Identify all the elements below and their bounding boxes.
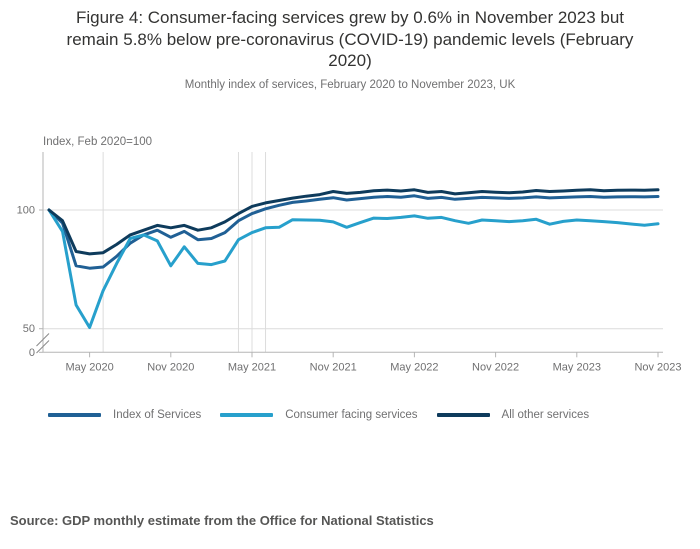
series-index-of-services	[47, 194, 660, 270]
legend-item-consumer-facing-services: Consumer facing services	[220, 409, 418, 421]
svg-text:50: 50	[23, 323, 35, 335]
figure-title-line-3: 2020)	[328, 51, 372, 70]
event-lines	[102, 152, 267, 353]
svg-text:May 2022: May 2022	[390, 361, 438, 373]
svg-text:Nov 2023: Nov 2023	[634, 361, 681, 373]
legend-label-consumer-facing-services: Consumer facing services	[285, 409, 418, 421]
legend-item-index-of-services: Index of Services	[48, 409, 201, 421]
svg-text:May 2023: May 2023	[553, 361, 601, 373]
chart-legend: Index of Services Consumer facing servic…	[48, 409, 589, 421]
figure-title: Figure 4: Consumer-facing services grew …	[20, 7, 680, 72]
svg-text:May 2020: May 2020	[65, 361, 113, 373]
series-consumer-facing-services	[47, 208, 660, 329]
svg-text:Nov 2021: Nov 2021	[310, 361, 357, 373]
legend-label-all-other-services: All other services	[501, 409, 590, 421]
svg-text:Nov 2022: Nov 2022	[472, 361, 519, 373]
y-axis-unit-label: Index, Feb 2020=100	[43, 136, 153, 148]
svg-text:Nov 2020: Nov 2020	[147, 361, 194, 373]
figure-title-line-2: remain 5.8% below pre-coronavirus (COVID…	[66, 29, 634, 49]
figure-title-line-1: Figure 4: Consumer-facing services grew …	[75, 8, 625, 27]
svg-text:100: 100	[17, 205, 35, 217]
legend-swatch-consumer-facing-services	[220, 413, 274, 417]
y-gridlines	[43, 209, 663, 330]
legend-swatch-index-of-services	[48, 413, 101, 417]
source-note: Source: GDP monthly estimate from the Of…	[10, 513, 434, 528]
legend-item-all-other-services: All other services	[436, 409, 590, 421]
line-chart: 100 50 0 May 2020 Nov 2020 May 2021 Nov 2021 Ma…	[17, 152, 682, 373]
legend-label-index-of-services: Index of Services	[113, 409, 202, 421]
series-all-other-services	[47, 188, 660, 256]
svg-text:May 2021: May 2021	[228, 361, 276, 373]
legend-swatch-all-other-services	[436, 413, 490, 417]
svg-text:0: 0	[29, 347, 35, 359]
figure-subtitle: Monthly index of services, February 2020…	[184, 79, 516, 91]
y-axis-break	[36, 333, 50, 354]
axes: 100 50 0 May 2020 Nov 2020 May 2021 Nov 2021 Ma…	[17, 152, 682, 373]
